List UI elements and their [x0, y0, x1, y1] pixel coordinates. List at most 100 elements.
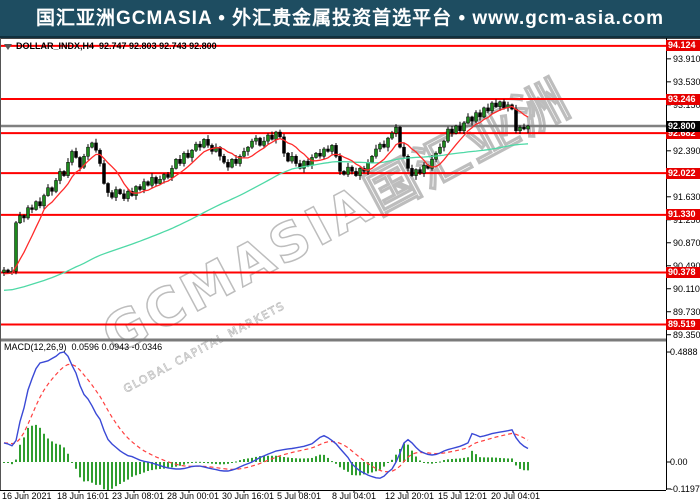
macd-histogram-bar	[331, 461, 333, 463]
macd-histogram-bar	[519, 462, 521, 469]
macd-histogram-bar	[323, 454, 325, 462]
macd-histogram-bar	[83, 462, 85, 482]
macd-histogram-bar	[247, 458, 249, 462]
candle-body	[342, 171, 346, 175]
candle-body	[414, 169, 418, 176]
macd-histogram-bar	[99, 462, 101, 485]
candles-layer	[2, 99, 530, 277]
macd-histogram-bar	[335, 462, 337, 464]
macd-histogram-bar	[511, 458, 513, 462]
candle-body	[102, 163, 106, 184]
macd-histogram-bar	[411, 450, 413, 462]
macd-histogram-bar	[475, 454, 477, 462]
macd-histogram-bar	[427, 462, 429, 464]
macd-histogram-bar	[55, 443, 57, 462]
candle-body	[170, 168, 174, 178]
macd-histogram-bar	[51, 441, 53, 462]
candle-body	[518, 126, 522, 132]
candle-body	[402, 146, 406, 157]
candle-body	[386, 137, 390, 148]
macd-histogram-bar	[107, 462, 109, 491]
candle-body	[230, 159, 234, 168]
candle-body	[54, 180, 58, 192]
header-title: 国汇亚洲GCMASIA • 外汇贵金属投资首选平台 • www.gcm-asia…	[35, 8, 665, 29]
candle-body	[302, 160, 306, 169]
macd-histogram-bar	[379, 462, 381, 470]
candle-body	[338, 156, 342, 172]
candle-body	[138, 186, 142, 190]
candle-body	[178, 159, 182, 164]
symbol-dropdown-icon[interactable]	[4, 43, 12, 50]
macd-histogram-bar	[143, 462, 145, 473]
candle-body	[14, 222, 18, 272]
price-level-tag: 94.124	[666, 40, 700, 52]
macd-histogram-bar	[347, 462, 349, 472]
candle-body	[266, 134, 270, 142]
candle-body	[306, 160, 310, 166]
macd-histogram-bar	[279, 456, 281, 462]
candle-body	[474, 112, 478, 122]
candle-body	[262, 140, 266, 146]
macd-histogram-bar	[387, 462, 389, 463]
candle-body	[142, 181, 146, 190]
price-level-tag: 93.246	[666, 93, 700, 105]
macd-histogram-bar	[495, 457, 497, 462]
price-tick-label: 90.870	[673, 237, 700, 248]
price-tick-label: 89.350	[673, 329, 700, 340]
macd-histogram-bar	[355, 462, 357, 476]
macd-histogram-bar	[487, 457, 489, 462]
macd-histogram-bar	[39, 427, 41, 462]
macd-histogram-bar	[47, 438, 49, 462]
candle-body	[354, 171, 358, 176]
candle-body	[482, 107, 486, 118]
macd-histogram-bar	[367, 462, 369, 474]
candle-body	[358, 168, 362, 176]
time-label: 8 Jul 04:01	[332, 491, 377, 500]
candle-body	[314, 152, 318, 158]
candle-body	[62, 171, 66, 176]
candle-body	[18, 215, 22, 224]
macd-histogram-bar	[127, 462, 129, 480]
candle-body	[290, 156, 294, 162]
macd-histogram-bar	[403, 443, 405, 462]
macd-histogram-bar	[103, 462, 105, 490]
price-level-tag: 89.519	[666, 319, 700, 330]
macd-histogram-bar	[67, 453, 69, 462]
macd-histogram-bar	[227, 462, 229, 464]
macd-histogram-bar	[315, 456, 317, 462]
macd-histogram-bar	[183, 462, 185, 465]
candle-body	[454, 125, 458, 134]
macd-histogram-bar	[419, 460, 421, 462]
candle-body	[82, 156, 86, 168]
macd-signal-line	[3, 363, 529, 473]
macd-histogram-bar	[43, 433, 45, 462]
macd-histogram-bar	[15, 459, 17, 462]
macd-histogram-bar	[63, 447, 65, 462]
macd-histogram-bar	[527, 462, 529, 471]
symbol-label: DOLLAR_INDX,H4	[16, 41, 95, 51]
watermark-text: GCMASIA国汇亚洲	[93, 68, 582, 366]
candle-body	[490, 102, 494, 112]
candle-body	[254, 137, 258, 142]
macd-histogram-bar	[115, 462, 117, 487]
indicator-label: MACD(12,26,9) 0.0596 0.0943 -0.0346	[4, 342, 162, 352]
candle-body	[418, 169, 422, 174]
candle-body	[6, 269, 10, 273]
candle-body	[26, 207, 30, 219]
candle-body	[98, 149, 102, 164]
macd-histogram-bar	[171, 462, 173, 468]
macd-histogram-bar	[343, 462, 345, 470]
candle-body	[186, 152, 190, 158]
macd-histogram-bar	[463, 457, 465, 462]
ma-fast-line	[3, 105, 529, 275]
macd-histogram-bar	[235, 461, 237, 463]
macd-histogram-bar	[119, 462, 121, 485]
macd-histogram-bar	[471, 450, 473, 462]
candle-body	[278, 131, 282, 138]
candle-body	[126, 191, 130, 199]
macd-histogram-bar	[407, 444, 409, 462]
price-tick-label: 92.390	[673, 145, 700, 156]
price-tick-label: 90.110	[673, 283, 700, 294]
macd-histogram-bar	[435, 462, 437, 463]
